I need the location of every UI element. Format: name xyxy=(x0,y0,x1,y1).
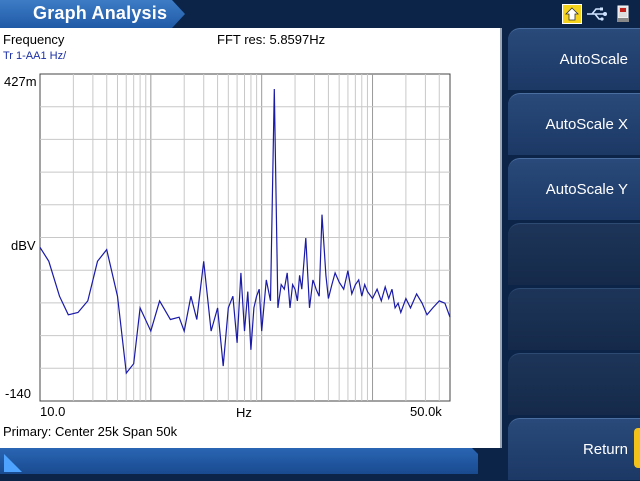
return-tab-marker xyxy=(634,428,640,468)
softkey-6-button[interactable] xyxy=(508,353,640,415)
page-title: Graph Analysis xyxy=(33,3,168,23)
usb-icon xyxy=(586,4,608,24)
softkey-5-button[interactable] xyxy=(508,288,640,350)
softkey-panel: AutoScale AutoScale X AutoScale Y Return xyxy=(505,28,640,480)
x-left-label: 10.0 xyxy=(40,404,66,419)
bottom-strip xyxy=(0,448,478,474)
home-up-icon[interactable] xyxy=(562,4,582,24)
device-icon xyxy=(612,4,634,24)
span-footer: Primary: Center 25k Span 50k xyxy=(3,424,178,439)
trace-label: Tr 1-AA1 Hz/ xyxy=(3,50,67,62)
return-button[interactable]: Return xyxy=(508,418,640,480)
y-bottom-label: -140 xyxy=(5,386,32,401)
fft-resolution: FFT res: 5.8597Hz xyxy=(217,32,326,47)
title-bar: Graph Analysis xyxy=(0,0,640,28)
y-unit-label: dBV xyxy=(11,238,36,253)
y-top-label: 427m xyxy=(4,74,37,89)
title-tab xyxy=(0,0,185,28)
softkey-4-button[interactable] xyxy=(508,223,640,285)
plot-grid xyxy=(39,73,451,402)
x-unit-label: Hz xyxy=(236,405,252,420)
autoscale-button[interactable]: AutoScale xyxy=(508,28,640,90)
autoscale-y-button[interactable]: AutoScale Y xyxy=(508,158,640,220)
autoscale-x-button[interactable]: AutoScale X xyxy=(508,93,640,155)
corner-triangle-icon xyxy=(4,454,22,472)
plot-trace xyxy=(39,88,451,375)
graph-panel: Frequency Tr 1-AA1 Hz/ FFT res: 5.8597Hz… xyxy=(0,28,502,448)
status-icons xyxy=(562,3,634,25)
x-right-label: 50.0k xyxy=(410,404,442,419)
measurement-label: Frequency xyxy=(3,32,65,47)
frequency-plot[interactable] xyxy=(0,28,500,448)
spectrum-trace xyxy=(39,88,451,375)
